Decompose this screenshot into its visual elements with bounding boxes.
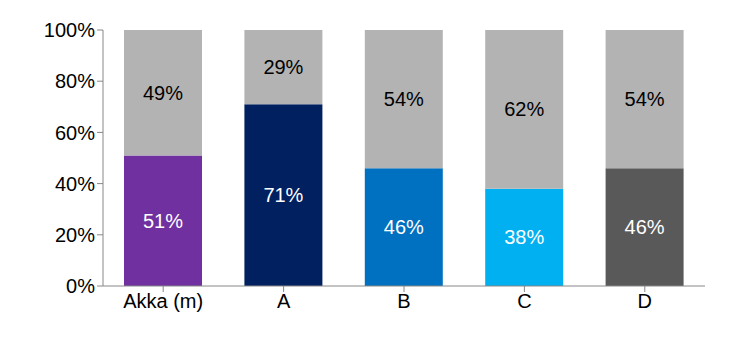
svg-text:51%: 51% bbox=[143, 210, 183, 232]
svg-text:A: A bbox=[277, 290, 291, 312]
svg-text:D: D bbox=[638, 290, 652, 312]
svg-text:100%: 100% bbox=[44, 19, 95, 41]
svg-text:60%: 60% bbox=[55, 122, 95, 144]
svg-text:20%: 20% bbox=[55, 224, 95, 246]
svg-text:80%: 80% bbox=[55, 70, 95, 92]
svg-text:54%: 54% bbox=[384, 88, 424, 110]
svg-text:38%: 38% bbox=[504, 226, 544, 248]
svg-text:C: C bbox=[517, 290, 531, 312]
svg-text:40%: 40% bbox=[55, 173, 95, 195]
svg-text:46%: 46% bbox=[384, 216, 424, 238]
svg-text:B: B bbox=[397, 290, 410, 312]
svg-text:49%: 49% bbox=[143, 82, 183, 104]
svg-text:29%: 29% bbox=[263, 56, 303, 78]
svg-text:46%: 46% bbox=[625, 216, 665, 238]
svg-text:Akka (m): Akka (m) bbox=[123, 290, 203, 312]
svg-text:0%: 0% bbox=[66, 275, 95, 297]
svg-text:62%: 62% bbox=[504, 98, 544, 120]
svg-text:71%: 71% bbox=[263, 184, 303, 206]
svg-text:54%: 54% bbox=[625, 88, 665, 110]
